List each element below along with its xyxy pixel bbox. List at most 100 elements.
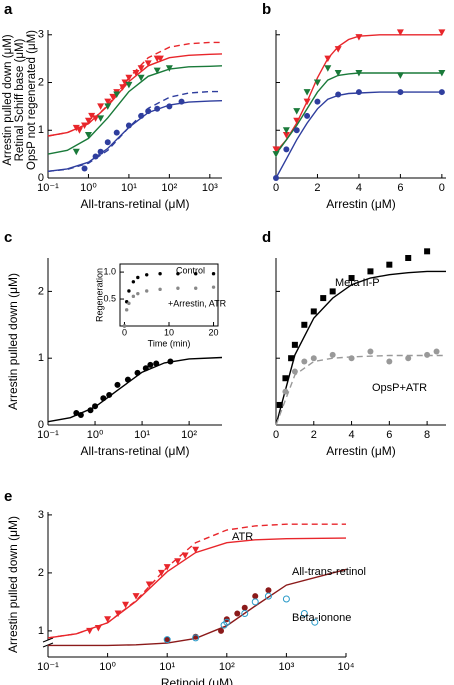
x-tick-label: 8: [424, 429, 430, 441]
inset-frame: [119, 263, 219, 327]
data-point: [272, 151, 280, 158]
data-point: [114, 610, 122, 617]
data-point: [438, 89, 445, 96]
data-point: [88, 112, 96, 120]
x-tick-label: 10: [164, 327, 174, 337]
data-point: [104, 616, 112, 623]
data-point: [145, 581, 153, 588]
data-point: [165, 65, 173, 72]
data-point: [386, 358, 393, 365]
x-tick-label: 0: [439, 182, 445, 194]
data-point: [386, 261, 393, 268]
data-point: [156, 55, 164, 63]
data-point: [241, 610, 249, 617]
panel-letter: c: [4, 229, 12, 246]
data-point: [334, 69, 342, 77]
data-point: [77, 411, 84, 418]
data-point: [104, 98, 112, 106]
fit-curve: [275, 91, 442, 179]
data-point: [124, 376, 131, 383]
data-point: [136, 291, 140, 296]
series-label: +Arrestin, ATR: [168, 298, 227, 308]
data-point: [291, 368, 298, 375]
fit-curve: [47, 65, 223, 155]
x-axis-label: Arrestin (μM): [326, 197, 396, 211]
panel-letter: e: [4, 488, 12, 505]
data-point: [438, 29, 446, 36]
data-point: [75, 127, 83, 134]
x-axis-label: Time (min): [148, 338, 191, 348]
data-point: [164, 636, 171, 643]
fit-curve: [48, 568, 347, 647]
data-point: [124, 308, 129, 312]
y-tick-label: 3: [38, 29, 44, 41]
data-point: [104, 103, 112, 110]
y-tick-label: 0: [38, 419, 44, 431]
data-point: [396, 29, 404, 36]
data-point: [72, 148, 80, 156]
axis-break: [42, 637, 54, 643]
data-point: [424, 248, 431, 255]
y-tick-label: 1.0: [103, 266, 116, 276]
y-tick-label: 2: [38, 76, 44, 88]
y-tick-label: 1: [38, 352, 44, 364]
y-axis-label: Arrestin pulled down (μM): [6, 516, 20, 653]
series-label: Meta II-P: [335, 277, 380, 289]
data-point: [134, 369, 141, 376]
data-point: [396, 72, 404, 79]
data-point: [304, 112, 311, 119]
data-point: [310, 355, 317, 362]
x-tick-label: 4: [356, 182, 362, 194]
data-point: [348, 275, 355, 282]
data-point: [211, 285, 216, 289]
data-point: [320, 295, 327, 302]
data-point: [405, 355, 412, 362]
data-point: [86, 627, 94, 635]
data-point: [153, 360, 160, 367]
y-tick-label: 2: [38, 285, 44, 297]
data-point: [142, 365, 149, 372]
data-point: [167, 358, 174, 365]
data-point: [313, 79, 321, 87]
data-point: [138, 112, 145, 119]
data-point: [163, 636, 171, 644]
panel-letter: b: [262, 1, 271, 18]
data-point: [282, 595, 290, 603]
data-point: [84, 132, 92, 139]
series-label: Control: [176, 265, 205, 275]
x-tick-label: 10¹: [134, 429, 150, 441]
data-point: [136, 275, 140, 280]
data-point: [282, 388, 289, 395]
x-tick-label: 20: [209, 327, 219, 337]
data-point: [264, 592, 272, 600]
x-tick-label: 2: [314, 182, 320, 194]
data-point: [122, 601, 130, 609]
data-point: [81, 122, 89, 129]
data-point: [324, 55, 332, 63]
data-point: [127, 289, 131, 293]
x-tick-label: 10⁻¹: [37, 429, 59, 441]
x-tick-label: 10¹: [159, 661, 175, 673]
data-point: [113, 91, 121, 98]
data-point: [293, 108, 301, 115]
data-point: [174, 558, 182, 565]
data-point: [335, 91, 342, 98]
data-point: [397, 89, 404, 96]
data-point: [300, 610, 308, 617]
data-point: [147, 361, 154, 368]
data-point: [97, 103, 105, 110]
data-point: [251, 598, 259, 606]
data-point: [301, 358, 308, 365]
x-tick-label: 6: [397, 182, 403, 194]
series-label: Retinal Schiff base (μM): [14, 38, 26, 161]
fit-curve: [47, 100, 223, 172]
series-label: OpsP not regenerated (μM): [26, 30, 38, 170]
data-point: [282, 375, 289, 382]
data-point: [131, 294, 136, 299]
data-point: [92, 153, 99, 160]
data-point: [109, 93, 117, 101]
data-point: [119, 84, 127, 91]
data-point: [92, 403, 99, 410]
data-point: [84, 117, 92, 125]
